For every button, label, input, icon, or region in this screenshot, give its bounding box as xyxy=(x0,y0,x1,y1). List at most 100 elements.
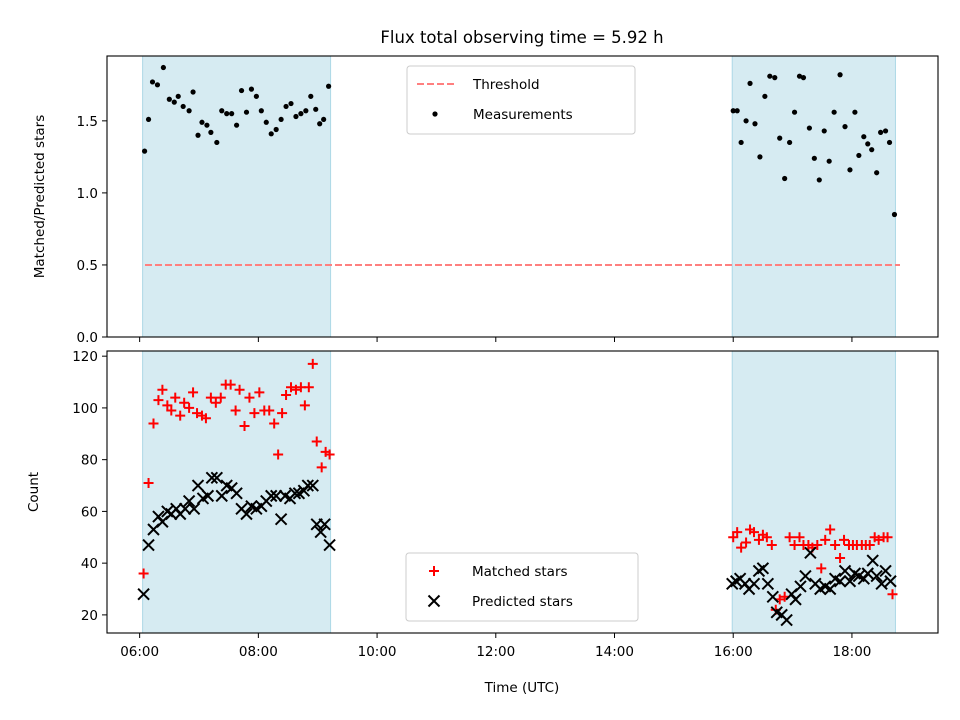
measurement-point xyxy=(229,111,235,117)
x-tick-label: 14:00 xyxy=(595,644,634,660)
measurement-point xyxy=(874,170,880,176)
y-tick-label: 20 xyxy=(81,608,98,624)
measurement-point xyxy=(777,135,783,141)
matched-star-point xyxy=(239,421,250,432)
measurement-point xyxy=(865,141,871,147)
measurement-point xyxy=(882,128,889,134)
matched-star-point xyxy=(732,527,743,538)
measurement-point xyxy=(258,108,264,114)
matched-star-point xyxy=(277,408,288,419)
count-panel: 20 40 60 80 100 120 06:00 08:00 10:00 12:00 14:00 1… xyxy=(26,349,939,660)
predicted-star-point xyxy=(799,569,812,583)
predicted-star-point xyxy=(288,487,302,500)
matched-star-point xyxy=(748,527,759,538)
measurement-point xyxy=(826,158,832,164)
measurement-point xyxy=(767,73,773,79)
predicted-star-point xyxy=(823,582,837,596)
x-tick-label: 10:00 xyxy=(358,644,397,660)
measurement-point xyxy=(856,152,862,159)
measurement-point xyxy=(248,86,255,92)
measurement-point xyxy=(847,167,853,173)
axes-frame xyxy=(106,350,939,634)
predicted-star-point xyxy=(780,613,793,627)
measurement-point xyxy=(160,64,166,71)
matched-star-point xyxy=(153,395,164,406)
y-tick-label: 0.0 xyxy=(77,330,98,346)
measurement-point xyxy=(762,93,768,99)
predicted-star-point xyxy=(861,567,874,580)
matched-star-point xyxy=(215,392,226,403)
matched-star-point xyxy=(230,405,241,416)
matched-star-point xyxy=(225,379,236,390)
measurement-point xyxy=(886,139,893,146)
measurement-point xyxy=(806,125,812,131)
measurement-point xyxy=(149,79,156,85)
predicted-star-point xyxy=(187,502,201,516)
predicted-star-point xyxy=(323,538,336,552)
predicted-star-point xyxy=(875,577,888,591)
measurement-point xyxy=(238,87,245,94)
measurement-point xyxy=(268,131,274,137)
matched-star-point xyxy=(184,402,195,413)
predicted-star-point xyxy=(230,487,243,500)
matched-star-point xyxy=(138,568,149,579)
measurement-point xyxy=(869,147,875,153)
matched-star-point xyxy=(188,387,199,398)
measurement-point xyxy=(321,116,327,123)
predicted-star-point xyxy=(843,575,857,588)
matched-star-point xyxy=(244,392,255,403)
measurement-point xyxy=(204,122,210,128)
matched-star-point xyxy=(264,405,275,416)
measurement-point xyxy=(180,103,186,110)
measurement-point xyxy=(186,108,192,114)
predicted-star-point xyxy=(191,479,205,492)
matched-star-point xyxy=(820,534,831,545)
measurement-point xyxy=(283,103,289,110)
chart-title: Flux total observing time = 5.92 h xyxy=(380,28,663,47)
predicted-star-point xyxy=(274,512,288,526)
y-tick-label: 0.5 xyxy=(77,258,98,274)
measurement-point xyxy=(190,89,196,95)
y-tick-label: 100 xyxy=(72,401,98,417)
measurement-point xyxy=(253,93,259,99)
measurement-point xyxy=(730,108,736,114)
legend-label: Matched stars xyxy=(472,564,568,580)
y-axis-label: Matched/Predicted stars xyxy=(32,115,48,278)
matched-star-point xyxy=(816,563,827,574)
x-axis-label: Time (UTC) xyxy=(484,680,560,696)
y-tick-label: 120 xyxy=(72,349,98,365)
measurement-point xyxy=(796,73,803,79)
matched-star-point xyxy=(303,382,314,393)
y-axis-label: Count xyxy=(26,472,42,512)
matched-star-point xyxy=(273,449,284,460)
matched-star-point xyxy=(794,532,805,543)
measurement-point xyxy=(878,129,884,135)
matched-star-point xyxy=(170,392,181,403)
legend-box xyxy=(406,65,636,135)
matched-star-point xyxy=(728,532,739,543)
measurement-point xyxy=(219,108,225,114)
predicted-star-point xyxy=(301,479,315,492)
measurement-point xyxy=(199,119,205,125)
legend-predicted-swatch xyxy=(427,594,441,608)
matched-star-point xyxy=(157,384,168,395)
observing-span xyxy=(731,350,896,634)
predicted-star-point xyxy=(866,554,879,567)
matched-star-point xyxy=(789,540,800,551)
matched-star-point xyxy=(825,524,836,535)
matched-star-point xyxy=(864,540,875,551)
predicted-star-point xyxy=(833,575,847,588)
predicted-star-point xyxy=(756,562,770,575)
measurement-point xyxy=(816,177,822,183)
predicted-star-point xyxy=(178,502,192,516)
measurement-point xyxy=(171,99,177,105)
measurement-point xyxy=(757,154,763,160)
observing-span xyxy=(731,55,896,338)
legend: Matched stars Predicted stars xyxy=(405,552,639,622)
predicted-star-point xyxy=(794,580,807,593)
measurement-point xyxy=(743,118,749,124)
measurement-point xyxy=(891,211,898,218)
matched-star-point xyxy=(269,418,280,429)
measurement-point xyxy=(298,111,304,117)
